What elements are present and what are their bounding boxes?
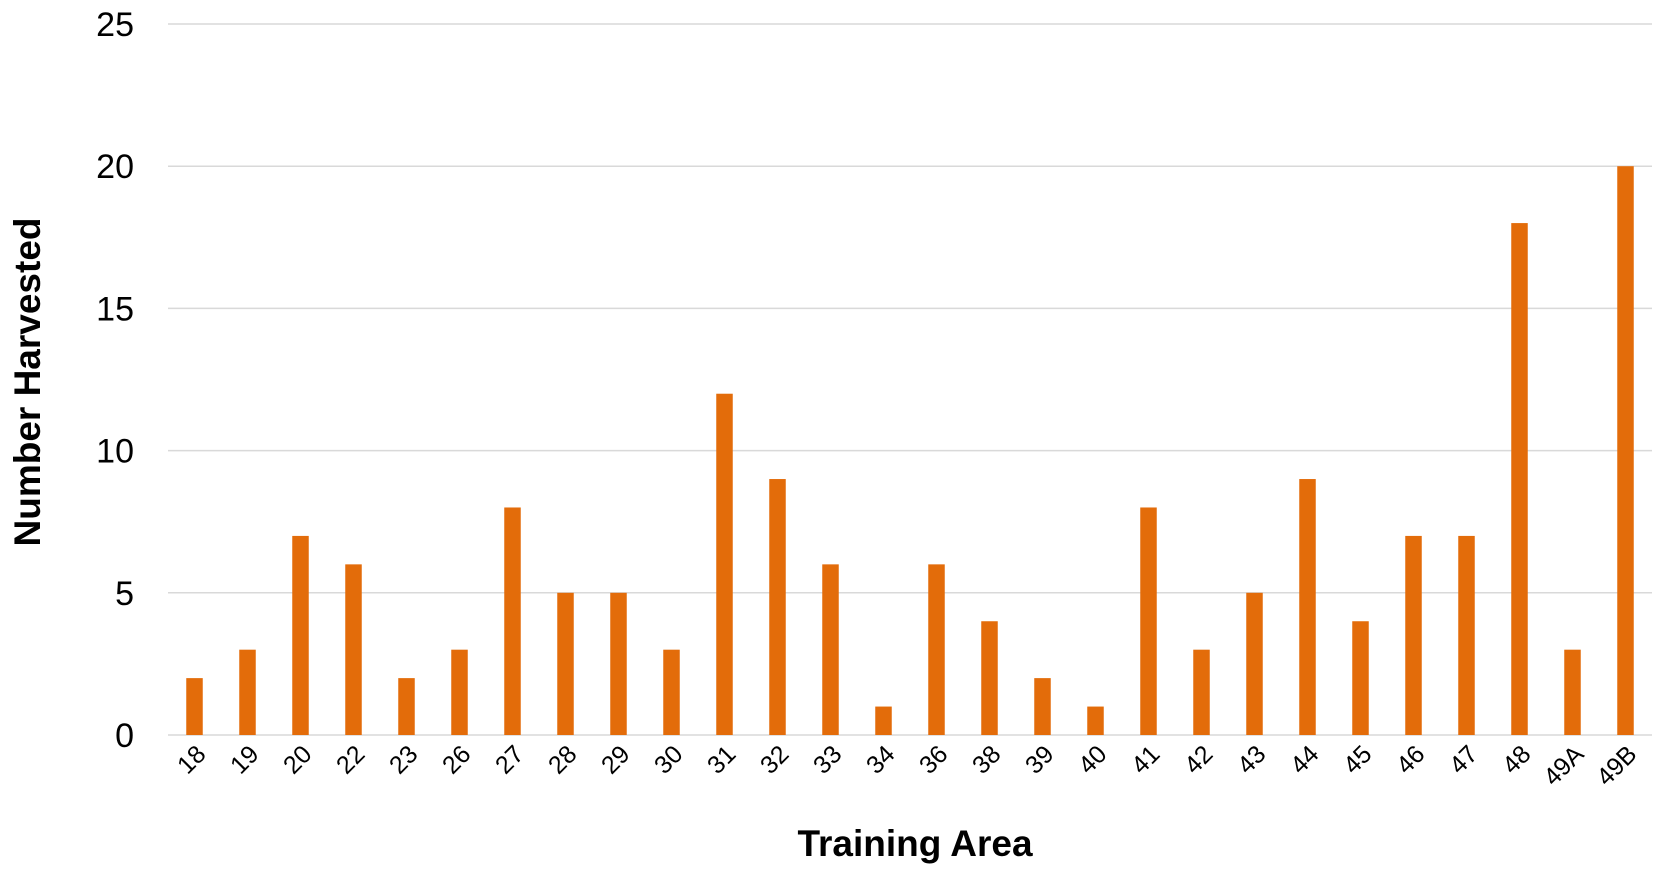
x-tick-label: 33 — [808, 740, 847, 779]
x-tick-label: 45 — [1338, 740, 1377, 779]
y-axis-ticks: 0 5 10 15 20 25 — [96, 6, 134, 755]
x-tick-label: 46 — [1391, 740, 1430, 779]
bar-23 — [398, 678, 415, 735]
bar-31 — [716, 393, 733, 735]
x-tick-label: 34 — [861, 740, 901, 780]
bar-39 — [1034, 678, 1051, 735]
bar-45 — [1352, 621, 1369, 735]
x-tick-label: 20 — [278, 740, 317, 779]
y-tick-label: 5 — [115, 575, 134, 613]
x-axis-title: Training Area — [797, 823, 1033, 864]
x-tick-label: 41 — [1126, 740, 1165, 779]
bar-46 — [1405, 535, 1422, 735]
bar-41 — [1140, 507, 1157, 735]
x-tick-label: 43 — [1232, 740, 1271, 779]
x-tick-label: 28 — [543, 740, 582, 779]
bar-26 — [451, 649, 468, 735]
gridlines — [168, 23, 1652, 736]
x-tick-label: 31 — [702, 740, 741, 779]
y-tick-label: 25 — [96, 6, 134, 44]
x-tick-label: 23 — [384, 740, 423, 779]
x-tick-label: 27 — [490, 740, 529, 779]
x-tick-label: 36 — [914, 740, 953, 779]
x-tick-label: 40 — [1073, 740, 1112, 779]
bar-30 — [663, 649, 680, 735]
bar-49B — [1617, 166, 1634, 735]
x-tick-label: 47 — [1444, 740, 1483, 779]
bar-22 — [345, 564, 362, 735]
x-tick-label: 22 — [331, 740, 370, 779]
bar-28 — [557, 592, 574, 735]
bar-36 — [928, 564, 945, 735]
y-axis-title: Number Harvested — [7, 217, 48, 546]
y-tick-label: 10 — [96, 433, 134, 471]
x-tick-label: 44 — [1285, 740, 1325, 780]
bar-43 — [1246, 592, 1263, 735]
x-tick-label: 49B — [1591, 740, 1642, 791]
x-axis-ticks: 18 19 20 22 23 26 27 28 29 30 31 32 33 34 36 38 39 40 41 42… — [172, 740, 1642, 791]
bar-33 — [822, 564, 839, 735]
x-tick-label: 18 — [172, 740, 211, 779]
bar-49A — [1564, 649, 1581, 735]
y-tick-label: 15 — [96, 290, 134, 328]
y-tick-label: 0 — [115, 717, 134, 755]
bar-20 — [292, 535, 309, 735]
x-tick-label: 19 — [225, 740, 264, 779]
x-tick-label: 26 — [437, 740, 476, 779]
bar-42 — [1193, 649, 1210, 735]
y-tick-label: 20 — [96, 148, 134, 186]
bars — [186, 166, 1634, 735]
bar-44 — [1299, 479, 1316, 735]
x-tick-label: 39 — [1020, 740, 1059, 779]
bar-48 — [1511, 223, 1528, 735]
x-tick-label: 32 — [755, 740, 794, 779]
x-tick-label: 48 — [1497, 740, 1536, 779]
x-tick-label: 30 — [649, 740, 688, 779]
bar-47 — [1458, 535, 1475, 735]
x-tick-label: 38 — [967, 740, 1006, 779]
bar-19 — [239, 649, 256, 735]
bar-40 — [1087, 706, 1104, 735]
x-tick-label: 29 — [596, 740, 635, 779]
bar-18 — [186, 678, 203, 735]
bar-29 — [610, 592, 627, 735]
bar-34 — [875, 706, 892, 735]
bar-27 — [504, 507, 521, 735]
bar-32 — [769, 479, 786, 735]
bar-38 — [981, 621, 998, 735]
x-tick-label: 49A — [1538, 740, 1589, 791]
x-tick-label: 42 — [1179, 740, 1218, 779]
